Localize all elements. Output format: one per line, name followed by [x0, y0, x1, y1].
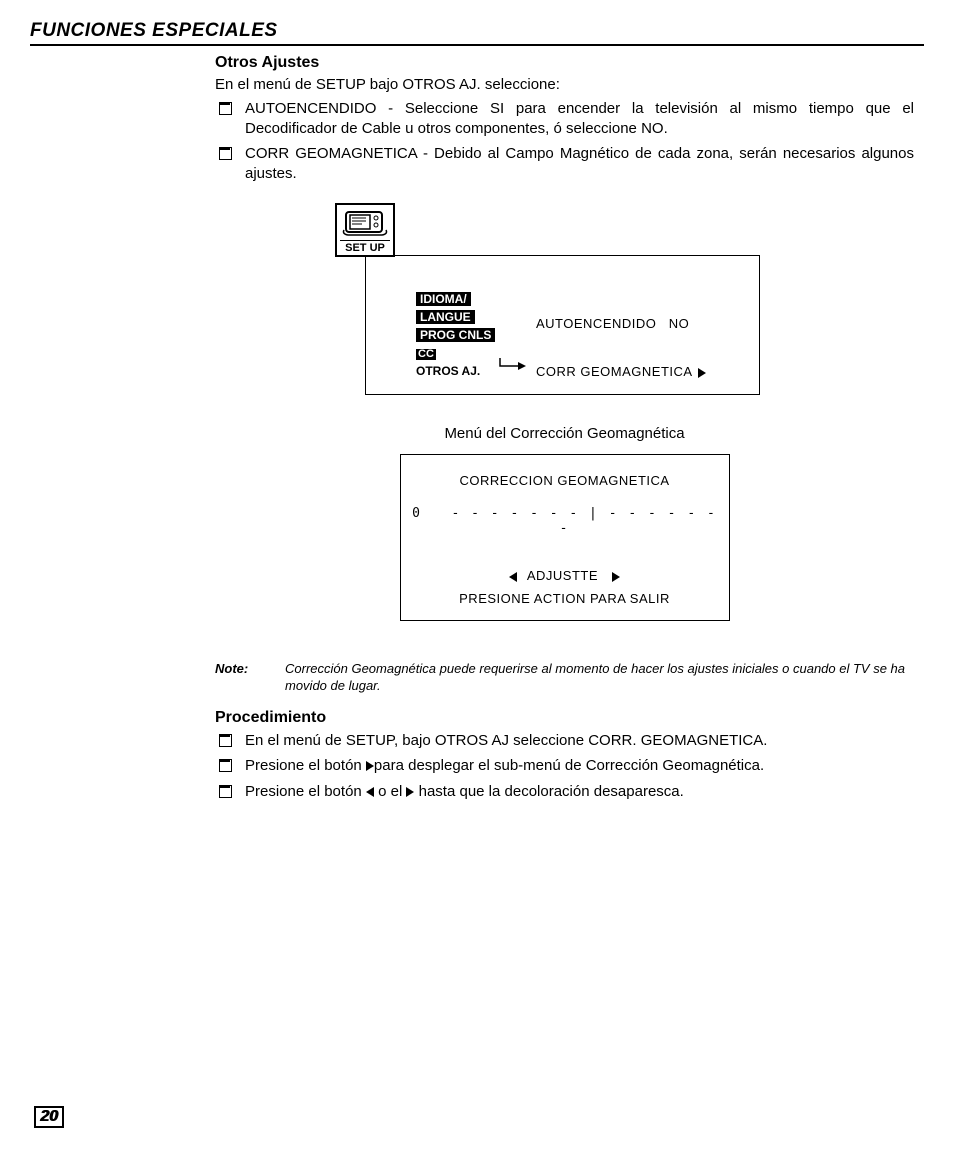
bullet-corr-geomagnetica: CORR GEOMAGNETICA - Debido al Campo Magn… [215, 144, 914, 183]
menu-right-row2: CORR GEOMAGNETICA [536, 364, 706, 379]
geo-exit-text: PRESIONE ACTION PARA SALIR [411, 591, 719, 606]
proc-bullet-1: En el menú de SETUP, bajo OTROS AJ selec… [215, 731, 914, 751]
chevron-right-icon [698, 368, 706, 378]
note-row: Note: Corrección Geomagnética puede requ… [215, 661, 914, 695]
proc-b2-a: Presione el botón [245, 757, 366, 774]
selection-arrow-icon [498, 356, 528, 372]
menu-item-cc: CC [416, 349, 436, 360]
proc-b3-b: o el [374, 783, 407, 800]
proc-b3-a: Presione el botón [245, 783, 366, 800]
page-number: 20 [34, 1106, 64, 1128]
menu-item-langue: LANGUE [416, 310, 475, 324]
bullet-list-1: AUTOENCENDIDO - Seleccione SI para encen… [215, 99, 914, 183]
menu-item-prog: PROG CNLS [416, 328, 495, 342]
main-content: Otros Ajustes En el menú de SETUP bajo O… [215, 54, 914, 801]
corr-geo-label: CORR GEOMAGNETICA [536, 364, 692, 379]
setup-menu-box: IDIOMA/ LANGUE PROG CNLS CC OTROS AJ. AU… [365, 255, 760, 395]
proc-b3-c: hasta que la decoloración desaparesca. [414, 783, 683, 800]
geo-slider-track: - - - - - - - | - - - - - - - [451, 506, 716, 536]
menu-item-idioma: IDIOMA/ [416, 292, 471, 306]
triangle-right-icon [366, 761, 374, 771]
autoencendido-value: NO [669, 316, 690, 331]
section-otros-ajustes-title: Otros Ajustes [215, 54, 914, 72]
page-title: FUNCIONES ESPECIALES [30, 20, 924, 46]
setup-diagram: SET UP IDIOMA/ LANGUE PROG CNLS CC OTROS… [335, 203, 765, 395]
proc-bullet-3: Presione el botón o el hasta que la deco… [215, 782, 914, 802]
note-text: Corrección Geomagnética puede requerirse… [285, 661, 914, 695]
note-label: Note: [215, 661, 285, 695]
menu-item-otros: OTROS AJ. [416, 364, 495, 378]
geo-box-title: CORRECCION GEOMAGNETICA [411, 473, 719, 488]
section-intro: En el menú de SETUP bajo OTROS AJ. selec… [215, 76, 914, 93]
bullet-list-2: En el menú de SETUP, bajo OTROS AJ selec… [215, 731, 914, 802]
geo-adjust-row: ADJUSTTE [411, 568, 719, 583]
geo-caption: Menú del Corrección Geomagnética [215, 425, 914, 442]
menu-right-row1: AUTOENCENDIDO NO [536, 316, 689, 331]
proc-b2-b: para desplegar el sub-menú de Corrección… [374, 757, 764, 774]
setup-icon: SET UP [335, 203, 395, 257]
triangle-left-icon [509, 572, 517, 582]
section-procedimiento-title: Procedimiento [215, 709, 914, 727]
geo-slider-value: 0 [412, 506, 422, 521]
autoencendido-label: AUTOENCENDIDO [536, 316, 656, 331]
triangle-left-icon [366, 787, 374, 797]
geo-adjust-label: ADJUSTTE [527, 568, 598, 583]
proc-bullet-2: Presione el botón para desplegar el sub-… [215, 756, 914, 776]
geo-correction-box: CORRECCION GEOMAGNETICA 0 - - - - - - - … [400, 454, 730, 621]
geo-slider: 0 - - - - - - - | - - - - - - - [411, 506, 719, 536]
setup-icon-label: SET UP [340, 240, 390, 254]
menu-left-column: IDIOMA/ LANGUE PROG CNLS CC OTROS AJ. [416, 290, 495, 379]
triangle-right-icon [612, 572, 620, 582]
bullet-autoencendido: AUTOENCENDIDO - Seleccione SI para encen… [215, 99, 914, 138]
